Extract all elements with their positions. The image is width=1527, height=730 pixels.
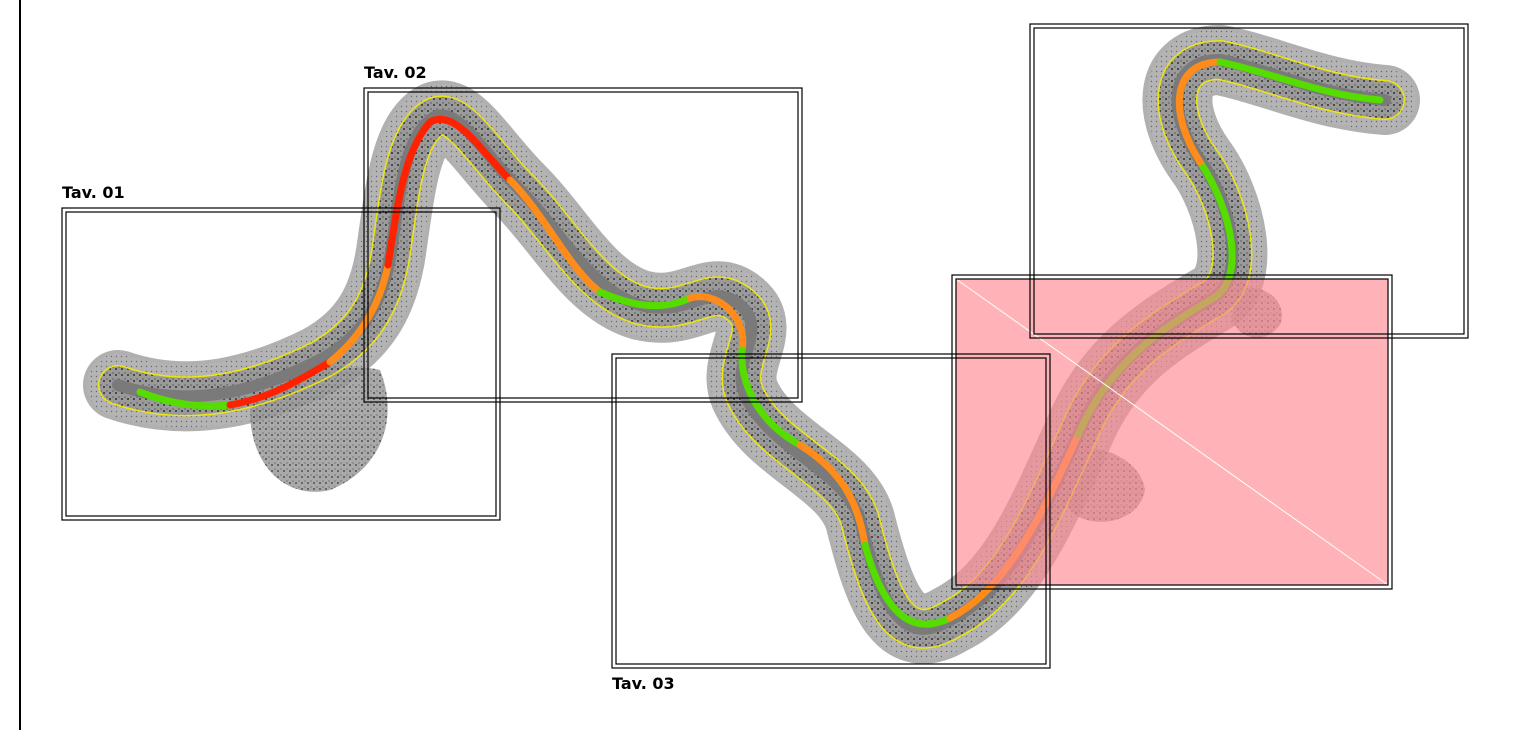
segment-low xyxy=(738,346,804,449)
segment-mid xyxy=(686,293,747,354)
segment-low xyxy=(596,288,694,310)
segment-mid xyxy=(796,441,869,549)
segment-mid xyxy=(506,176,604,296)
sheet-label-tav01: Tav. 01 xyxy=(62,183,125,202)
frame-tav02-outer xyxy=(363,87,803,403)
segment-mid xyxy=(326,261,392,366)
frame-tav01-inner xyxy=(65,211,497,517)
highlight-diagonal xyxy=(955,278,1389,586)
frame-tav03-outer xyxy=(611,353,1051,669)
segment-low xyxy=(136,388,234,410)
segment-high xyxy=(426,116,514,184)
frame-tav05-outer xyxy=(1029,23,1469,339)
segment-high xyxy=(384,118,434,269)
segment-high xyxy=(226,358,334,409)
sheet-label-tav03: Tav. 03 xyxy=(612,674,675,693)
segment-mid xyxy=(1175,58,1224,166)
frame-tav05-inner xyxy=(1033,27,1465,335)
frame-tav02-inner xyxy=(367,91,799,399)
frame-tav01-outer xyxy=(61,207,501,521)
sheet-label-tav02: Tav. 02 xyxy=(364,63,427,82)
sheet-frames xyxy=(61,23,1469,669)
frame-tav03-inner xyxy=(615,357,1047,665)
segment-low xyxy=(861,541,954,628)
terrain-lobe-west xyxy=(250,367,388,492)
frame-tav04-outer xyxy=(951,274,1393,590)
segment-low xyxy=(1216,58,1384,104)
frame-tav04-inner xyxy=(955,278,1389,586)
